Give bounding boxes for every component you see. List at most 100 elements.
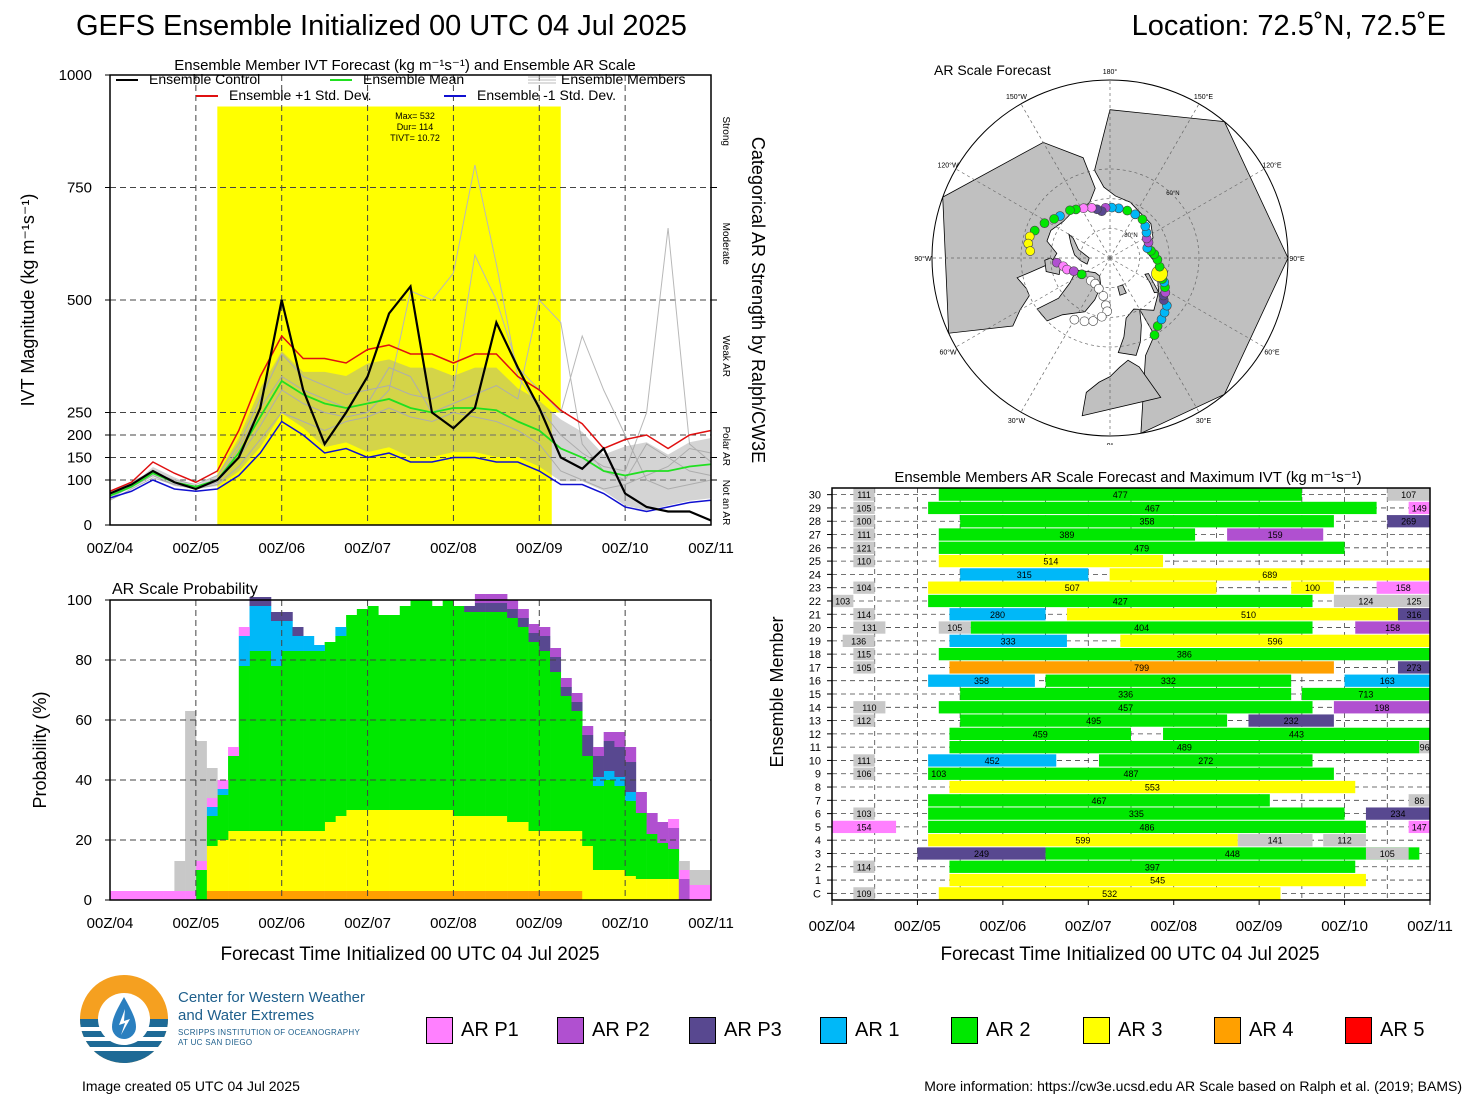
- member-max-ivt-label: 358: [974, 676, 989, 686]
- member-max-ivt-label: 112: [1337, 836, 1351, 846]
- prob-bar-ar2: [313, 651, 325, 831]
- prob-bar-ar2: [378, 615, 390, 810]
- map-latitude-circle: [1079, 227, 1141, 289]
- prob-bar-ar4: [539, 891, 551, 900]
- prob-bar-ar2: [292, 651, 304, 831]
- member-max-ivt-label: 495: [1086, 716, 1101, 726]
- member-row-label: 15: [809, 689, 821, 701]
- member-max-ivt-label: 105: [857, 503, 872, 513]
- member-max-ivt-label: 459: [1033, 729, 1048, 739]
- prob-bar-ar3: [657, 879, 669, 900]
- prob-bar-ar_p2: [603, 732, 615, 741]
- member-row-label: 1: [815, 875, 821, 887]
- member-segment-ar2: [960, 714, 1228, 727]
- legend-members-label: Ensemble Members: [561, 71, 686, 87]
- prob-bar-ar_p3: [496, 603, 508, 612]
- prob-bar-ar4: [431, 891, 443, 900]
- prob-bar-ar2: [625, 801, 637, 876]
- logo-line1: Center for Western Weather: [178, 989, 366, 1006]
- prob-bar-ar2: [260, 651, 272, 831]
- prob-bar-ar_p3: [464, 606, 476, 612]
- prob-bar-no_ar: [185, 711, 197, 891]
- member-segment-ar3: [1291, 581, 1334, 594]
- prob-bar-ar_p2: [550, 648, 562, 657]
- member-segment-ar2: [949, 741, 1420, 754]
- member-row-label: 27: [809, 530, 821, 542]
- member-max-ivt-label: 104: [857, 583, 872, 593]
- member-row-label: 26: [809, 543, 821, 555]
- prob-bar-ar3: [249, 831, 261, 891]
- prob-bar-ar2: [442, 600, 454, 810]
- member-max-ivt-label: 315: [1017, 570, 1032, 580]
- ivt-x-tick-label: 00Z/08: [430, 540, 477, 557]
- prob-bar-ar2: [635, 813, 647, 879]
- members-x-tick-label: 00Z/11: [1407, 918, 1453, 935]
- legend-swatch-ar2: [951, 1016, 978, 1044]
- member-max-ivt-label: 114: [857, 610, 871, 620]
- ivt-chart-title: Ensemble Member IVT Forecast (kg m⁻¹s⁻¹)…: [174, 57, 636, 74]
- member-max-ivt-label: 121: [857, 543, 872, 553]
- prob-bar-ar1: [260, 606, 272, 651]
- prob-bar-ar1: [238, 636, 250, 666]
- legend-label-ar2: AR 2: [986, 1018, 1031, 1041]
- legend-plus_sd-label: Ensemble +1 Std. Dev.: [229, 87, 372, 103]
- members-x-tick-label: 00Z/10: [1321, 918, 1368, 935]
- member-max-ivt-label: 386: [1177, 650, 1192, 660]
- prob-bar-ar4: [292, 891, 304, 900]
- prob-bar-ar_p1: [206, 798, 218, 807]
- prob-bar-ar4: [453, 891, 465, 900]
- category-label: Polar AR: [720, 427, 731, 466]
- member-row-label: 30: [809, 490, 821, 502]
- prob-bar-ar4: [367, 891, 379, 900]
- legend-label-ar_p2: AR P2: [592, 1018, 650, 1041]
- member-segment-ar3: [938, 887, 1281, 900]
- member-segment-ar3: [1066, 608, 1430, 621]
- prob-bar-ar2: [550, 672, 562, 831]
- legend-swatch-ar1: [820, 1016, 847, 1044]
- prob-bar-ar4: [260, 891, 272, 900]
- member-segment-no_ar: [1387, 488, 1430, 501]
- map-ar-point-ar2: [1039, 218, 1050, 228]
- prob-bar-ar_p3: [614, 747, 626, 777]
- member-segment-ar_p1: [1408, 501, 1430, 515]
- ivt-x-tick-label: 00Z/09: [516, 540, 563, 557]
- member-max-ivt-label: 404: [1134, 623, 1149, 633]
- prob-bar-ar_p3: [592, 756, 604, 777]
- member-row-label: 8: [815, 782, 821, 794]
- legend-label-ar_p3: AR P3: [724, 1018, 782, 1041]
- member-segment-ar2: [949, 860, 1356, 873]
- prob-bar-ar3: [464, 816, 476, 891]
- map-ar-point-no_ar: [1096, 311, 1107, 322]
- member-segment-no_ar: [1237, 834, 1313, 847]
- member-segment-ar2: [938, 701, 1313, 714]
- member-segment-ar1: [949, 634, 1067, 647]
- prob-bar-ar_p2: [635, 792, 647, 813]
- member-max-ivt-label: 477: [1113, 490, 1128, 500]
- member-max-ivt-label: 799: [1134, 663, 1149, 673]
- series-plus_sd-line: [109, 334, 712, 492]
- prob-bar-ar2: [249, 651, 261, 831]
- prob-bar-ar4: [238, 891, 250, 900]
- member-segment-ar3: [949, 780, 1356, 794]
- prob-bar-ar2: [228, 756, 240, 831]
- prob-bar-ar2: [303, 651, 315, 831]
- legend-swatch-ar4: [1214, 1016, 1241, 1044]
- member-segment-ar_p3: [1387, 515, 1430, 528]
- member-segment-ar4: [949, 661, 1334, 674]
- prob-bar-ar3: [582, 846, 594, 900]
- member-segment-ar2: [928, 807, 1345, 820]
- prob-y-tick-label: 0: [84, 892, 92, 909]
- members-y-axis-label: Ensemble Member: [767, 616, 787, 767]
- cw3e-logo-icon: [80, 975, 168, 1063]
- member-max-ivt-label: 198: [1374, 703, 1389, 713]
- prob-bar-ar_p1: [131, 891, 143, 900]
- prob-bar-ar3: [646, 879, 658, 900]
- map-ar-point-ar2: [1049, 214, 1059, 224]
- member-max-ivt-label: 479: [1134, 543, 1149, 553]
- prob-bar-ar2: [464, 612, 476, 816]
- members-x-tick-label: 00Z/06: [980, 918, 1027, 935]
- member-segment-ar1: [949, 608, 1046, 621]
- prob-bar-ar_p2: [485, 594, 497, 603]
- member-segment-no_ar: [853, 608, 875, 621]
